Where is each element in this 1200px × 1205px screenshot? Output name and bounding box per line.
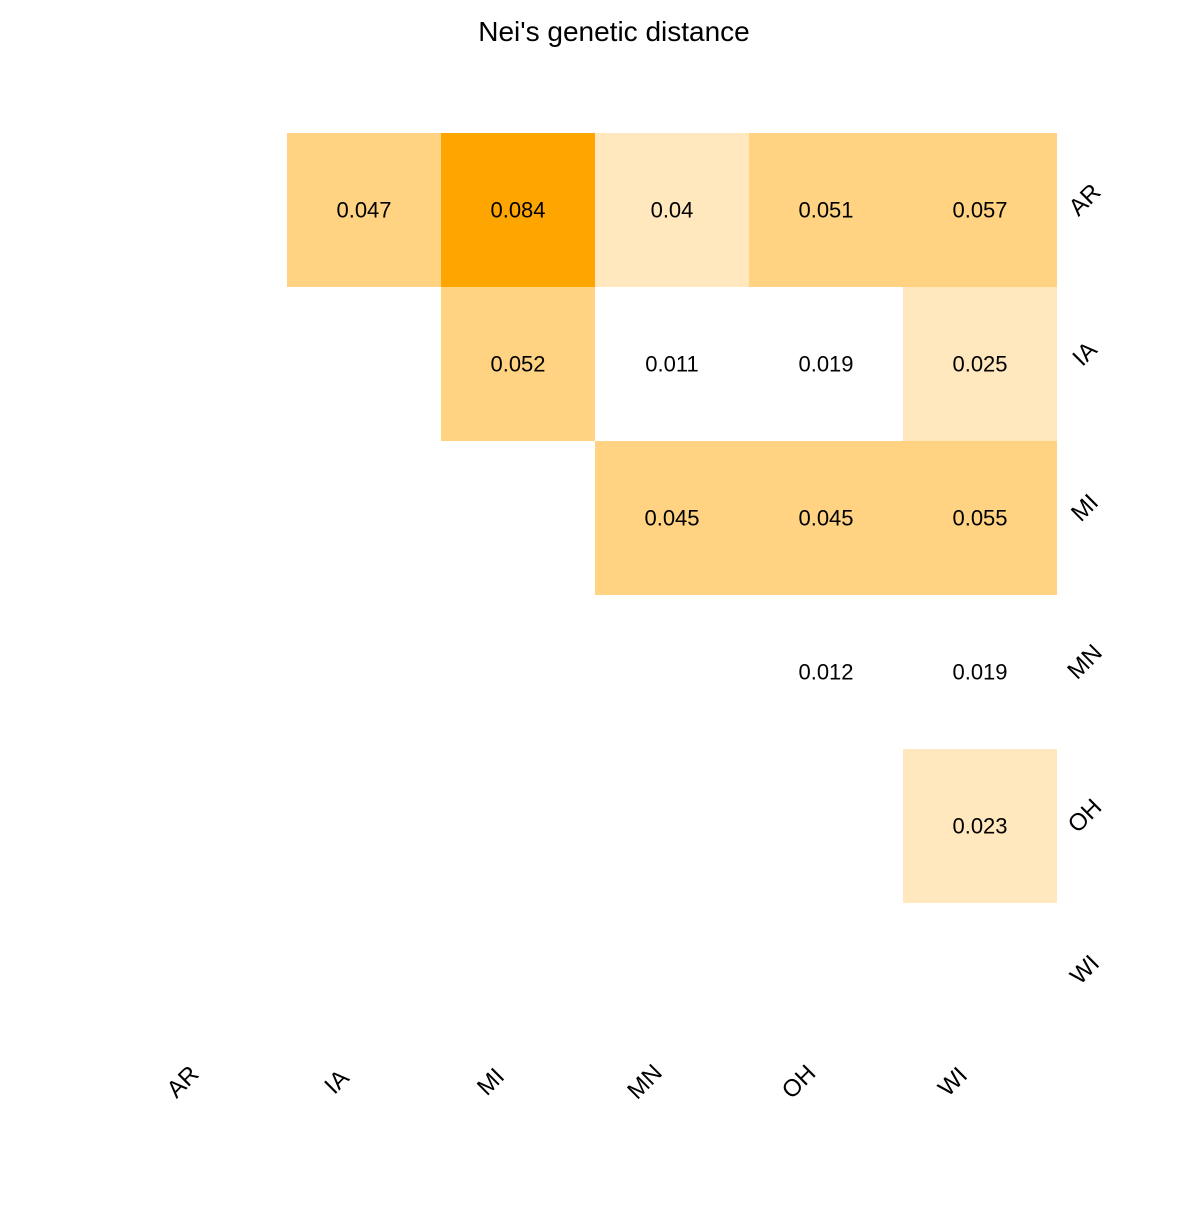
y-tick-label-ia: IA (1067, 336, 1102, 371)
heatmap-cell-ar-oh (749, 133, 903, 287)
x-tick-label-mn: MN (622, 1059, 667, 1104)
heatmap-cell-mi-wi (903, 441, 1057, 595)
cell-label-mi-wi: 0.055 (952, 506, 1007, 531)
x-tick-label-mi: MI (472, 1063, 510, 1101)
cell-value-labels: 0.047 0.084 0.04 0.051 0.057 0.052 0.011 0.019 0… (336, 198, 1007, 839)
y-axis-tick-labels: AR IA MI MN OH WI (1062, 179, 1107, 990)
cell-label-ia-wi: 0.025 (952, 352, 1007, 377)
y-tick-label-mn: MN (1062, 639, 1107, 684)
cell-label-ar-mn: 0.04 (651, 198, 694, 223)
x-tick-label-oh: OH (777, 1060, 822, 1105)
heatmap-cell-oh-wi (903, 749, 1057, 903)
y-tick-label-oh: OH (1063, 794, 1108, 839)
heatmap-cell-mi-mn (595, 441, 749, 595)
cell-label-ia-mn: 0.011 (645, 352, 698, 377)
cell-label-mi-mn: 0.045 (644, 506, 699, 531)
heatmap-cells (287, 133, 1057, 903)
cell-label-ar-wi: 0.057 (952, 198, 1007, 223)
cell-label-ar-mi: 0.084 (490, 198, 545, 223)
heatmap-cell-ia-mn (595, 287, 749, 441)
heatmap-cell-ar-wi (903, 133, 1057, 287)
cell-label-ia-oh: 0.019 (798, 352, 853, 377)
heatmap-cell-ar-mn (595, 133, 749, 287)
cell-label-mn-wi: 0.019 (952, 660, 1007, 685)
cell-label-oh-wi: 0.023 (952, 814, 1007, 839)
cell-label-mi-oh: 0.045 (798, 506, 853, 531)
heatmap-cell-ia-mi (441, 287, 595, 441)
heatmap-cell-mn-oh (749, 595, 903, 749)
x-tick-label-ar: AR (162, 1061, 205, 1104)
heatmap-cell-ar-mi (441, 133, 595, 287)
x-tick-label-wi: WI (933, 1062, 973, 1102)
chart-title: Nei's genetic distance (478, 16, 750, 47)
x-tick-label-ia: IA (319, 1064, 354, 1099)
y-tick-label-wi: WI (1065, 950, 1105, 990)
heatmap-cell-ia-oh (749, 287, 903, 441)
y-tick-label-ar: AR (1064, 179, 1107, 222)
cell-label-mn-oh: 0.012 (798, 660, 853, 685)
cell-label-ar-ia: 0.047 (336, 198, 391, 223)
heatmap-cell-mn-wi (903, 595, 1057, 749)
heatmap-cell-mi-oh (749, 441, 903, 595)
x-axis-tick-labels: AR IA MI MN OH WI (162, 1059, 973, 1104)
cell-label-ar-oh: 0.051 (798, 198, 853, 223)
heatmap-cell-ia-wi (903, 287, 1057, 441)
y-tick-label-mi: MI (1066, 489, 1104, 527)
heatmap-cell-ar-ia (287, 133, 441, 287)
cell-label-ia-mi: 0.052 (490, 352, 545, 377)
